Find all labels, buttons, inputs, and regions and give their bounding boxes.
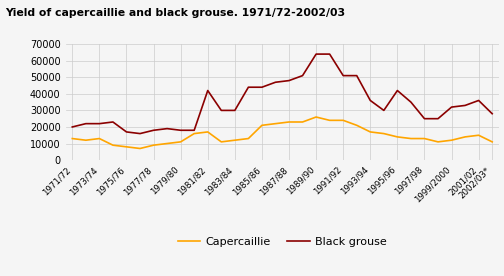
Black grouse <box>313 52 319 56</box>
Capercaillie <box>191 132 197 135</box>
Black grouse <box>381 109 387 112</box>
Black grouse <box>177 129 183 132</box>
Capercaillie <box>177 140 183 144</box>
Black grouse <box>191 129 197 132</box>
Black grouse <box>449 105 455 109</box>
Capercaillie <box>232 139 238 142</box>
Black grouse <box>151 129 157 132</box>
Black grouse <box>354 74 360 77</box>
Legend: Capercaillie, Black grouse: Capercaillie, Black grouse <box>173 233 391 252</box>
Black grouse <box>245 86 251 89</box>
Line: Black grouse: Black grouse <box>72 54 492 134</box>
Black grouse <box>96 122 102 125</box>
Black grouse <box>259 86 265 89</box>
Capercaillie <box>476 134 482 137</box>
Black grouse <box>110 120 116 124</box>
Capercaillie <box>327 119 333 122</box>
Capercaillie <box>245 137 251 140</box>
Black grouse <box>476 99 482 102</box>
Black grouse <box>489 112 495 115</box>
Black grouse <box>83 122 89 125</box>
Capercaillie <box>96 137 102 140</box>
Capercaillie <box>110 144 116 147</box>
Text: Yield of capercaillie and black grouse. 1971/72-2002/03: Yield of capercaillie and black grouse. … <box>5 8 345 18</box>
Capercaillie <box>205 130 211 134</box>
Line: Capercaillie: Capercaillie <box>72 117 492 148</box>
Capercaillie <box>367 130 373 134</box>
Black grouse <box>137 132 143 135</box>
Capercaillie <box>462 135 468 139</box>
Black grouse <box>299 74 305 77</box>
Capercaillie <box>354 124 360 127</box>
Black grouse <box>218 109 224 112</box>
Capercaillie <box>273 122 279 125</box>
Capercaillie <box>435 140 441 144</box>
Capercaillie <box>340 119 346 122</box>
Capercaillie <box>286 120 292 124</box>
Black grouse <box>232 109 238 112</box>
Black grouse <box>286 79 292 82</box>
Capercaillie <box>164 142 170 145</box>
Capercaillie <box>313 115 319 119</box>
Black grouse <box>327 52 333 56</box>
Black grouse <box>408 100 414 104</box>
Capercaillie <box>151 144 157 147</box>
Capercaillie <box>137 147 143 150</box>
Black grouse <box>164 127 170 130</box>
Capercaillie <box>381 132 387 135</box>
Capercaillie <box>394 135 400 139</box>
Capercaillie <box>449 139 455 142</box>
Capercaillie <box>421 137 427 140</box>
Capercaillie <box>69 137 75 140</box>
Black grouse <box>367 99 373 102</box>
Capercaillie <box>408 137 414 140</box>
Black grouse <box>123 130 130 134</box>
Capercaillie <box>299 120 305 124</box>
Black grouse <box>69 125 75 129</box>
Capercaillie <box>259 124 265 127</box>
Black grouse <box>340 74 346 77</box>
Black grouse <box>205 89 211 92</box>
Capercaillie <box>83 139 89 142</box>
Black grouse <box>421 117 427 120</box>
Capercaillie <box>123 145 130 148</box>
Black grouse <box>435 117 441 120</box>
Capercaillie <box>218 140 224 144</box>
Capercaillie <box>489 140 495 144</box>
Black grouse <box>394 89 400 92</box>
Black grouse <box>462 104 468 107</box>
Black grouse <box>273 81 279 84</box>
